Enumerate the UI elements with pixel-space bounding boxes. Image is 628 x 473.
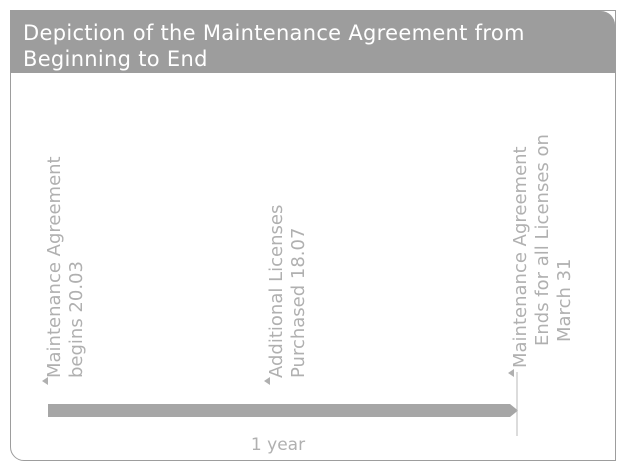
marker (264, 377, 270, 385)
timeline-bar (48, 404, 510, 417)
milestone-label: Purchased 18.07 (288, 228, 309, 378)
milestone-label: Maintenance Agreement (44, 156, 65, 378)
header-title: Depiction of the Maintenance Agreement f… (11, 11, 615, 73)
timeline-arrowhead (510, 404, 518, 417)
duration-label: 1 year (251, 435, 305, 455)
milestone-label: March 31 (554, 259, 575, 343)
card: Depiction of the Maintenance Agreement f… (10, 10, 616, 461)
milestone-label: Additional Licenses (266, 205, 287, 378)
milestone-label: begins 20.03 (66, 261, 87, 378)
milestone-label: Ends for all Licenses on (532, 134, 553, 346)
milestone-label: Maintenance Agreement (510, 146, 531, 368)
marker (42, 377, 48, 385)
marker (508, 369, 514, 377)
